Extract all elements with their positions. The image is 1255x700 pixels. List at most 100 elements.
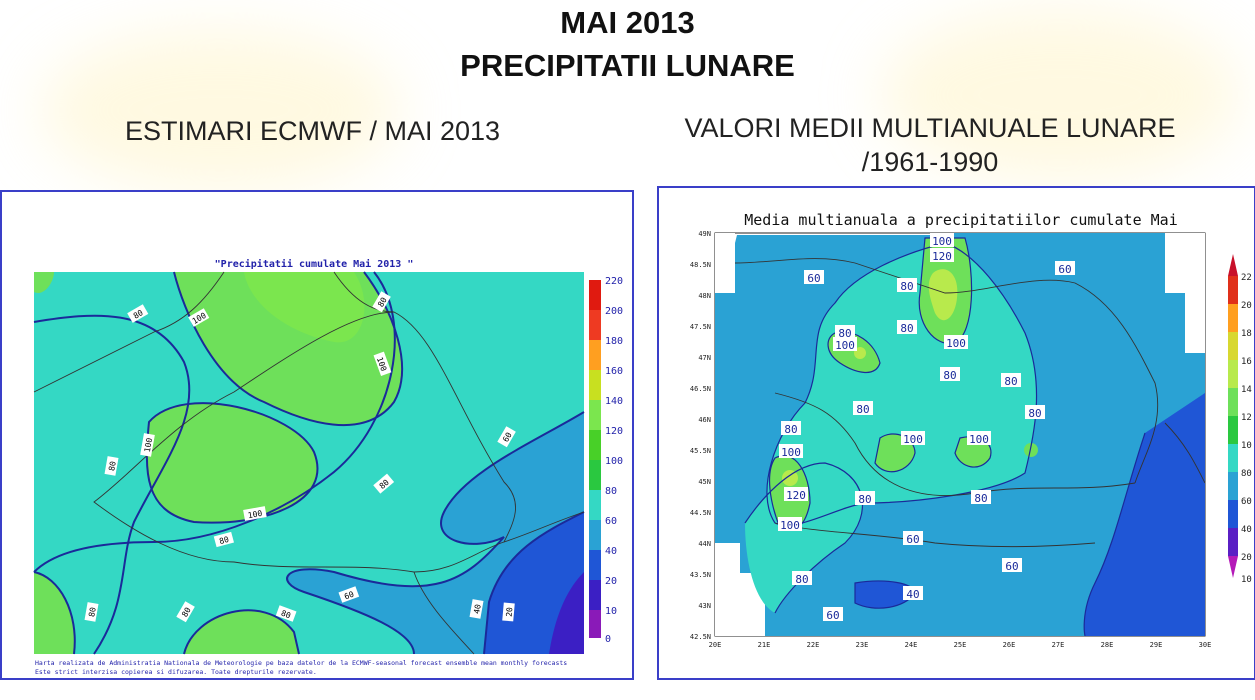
lat-tick: 43N xyxy=(698,602,711,610)
lat-tick: 44.5N xyxy=(690,509,711,517)
ecmwf-map-panel: "Precipitatii cumulate Mai 2013 " xyxy=(0,190,634,680)
page-title: MAI 2013 xyxy=(560,5,695,40)
lat-tick: 42.5N xyxy=(690,633,711,641)
climatology-map-panel: Media multianuala a precipitatiilor cumu… xyxy=(657,186,1255,680)
ecmwf-contour-label: 60 xyxy=(343,590,355,602)
lon-tick: 28E xyxy=(1101,641,1114,649)
climatology-map: Media multianuala a precipitatiilor cumu… xyxy=(690,211,1252,649)
climatology-colorbar-tick: 22 xyxy=(1241,273,1252,283)
lat-tick: 49N xyxy=(698,230,711,238)
page-subtitle: PRECIPITATII LUNARE xyxy=(460,48,795,83)
lat-tick: 46N xyxy=(698,416,711,424)
ecmwf-colorbar-tick: 20 xyxy=(605,576,617,587)
climatology-contour-label: 80 xyxy=(1004,375,1017,388)
lat-tick: 48.5N xyxy=(690,261,711,269)
climatology-contour-label: 80 xyxy=(974,492,987,505)
ecmwf-colorbar-tick: 220 xyxy=(605,276,623,287)
climatology-contour-label: 40 xyxy=(906,588,919,601)
ecmwf-contour-label: 80 xyxy=(218,535,230,546)
ecmwf-map-title: "Precipitatii cumulate Mai 2013 " xyxy=(215,258,414,270)
climatology-colorbar-tick: 60 xyxy=(1241,497,1252,507)
climatology-colorbar-tick: 16 xyxy=(1241,357,1252,367)
climatology-contour-label: 60 xyxy=(826,609,839,622)
lon-tick: 23E xyxy=(856,641,869,649)
climatology-contour-label: 60 xyxy=(906,533,919,546)
ecmwf-contour-label: 100 xyxy=(143,437,154,453)
climatology-contour-label: 100 xyxy=(946,337,966,350)
climatology-colorbar-tick: 14 xyxy=(1241,385,1252,395)
ecmwf-colorbar-tick: 200 xyxy=(605,306,623,317)
climatology-contour-label: 100 xyxy=(781,446,801,459)
climatology-contour-label: 60 xyxy=(1005,560,1018,573)
climatology-map-field: 100 120 60 80 60 80 80 100 100 80 80 80 … xyxy=(715,233,1206,637)
lat-tick: 48N xyxy=(698,292,711,300)
climatology-contour-label: 60 xyxy=(1058,263,1071,276)
lon-tick: 30E xyxy=(1199,641,1212,649)
climatology-contour-label: 80 xyxy=(795,573,808,586)
lat-tick: 45.5N xyxy=(690,447,711,455)
ecmwf-map-field: 80 100 80 100 80 60 80 100 100 80 80 60 … xyxy=(33,271,585,655)
climatology-colorbar-tick: 40 xyxy=(1241,525,1252,535)
climatology-contour-label: 80 xyxy=(856,403,869,416)
lat-tick: 47.5N xyxy=(690,323,711,331)
climatology-contour-label: 100 xyxy=(780,519,800,532)
ecmwf-contour-label: 60 xyxy=(501,431,514,444)
right-heading-line-2: /1961-1990 xyxy=(861,147,999,177)
ecmwf-contour-label: 100 xyxy=(247,509,263,520)
climatology-contour-label: 120 xyxy=(932,250,952,263)
lat-tick: 44N xyxy=(698,540,711,548)
ecmwf-colorbar-tick: 40 xyxy=(605,546,617,557)
climatology-colorbar-tick: 20 xyxy=(1241,553,1252,563)
lon-tick: 29E xyxy=(1150,641,1163,649)
lon-tick: 27E xyxy=(1052,641,1065,649)
ecmwf-colorbar-tick: 180 xyxy=(605,336,623,347)
climatology-contour-label: 80 xyxy=(838,327,851,340)
ecmwf-colorbar-tick: 60 xyxy=(605,516,617,527)
climatology-contour-label: 80 xyxy=(943,369,956,382)
climatology-colorbar-tick: 12 xyxy=(1241,413,1252,423)
climatology-contour-label: 120 xyxy=(786,489,806,502)
ecmwf-contour-label: 80 xyxy=(132,308,145,321)
ecmwf-contour-label: 80 xyxy=(180,606,193,619)
climatology-colorbar-tick: 10 xyxy=(1241,441,1252,451)
lon-tick: 25E xyxy=(954,641,967,649)
ecmwf-colorbar-tick: 100 xyxy=(605,456,623,467)
lon-tick: 24E xyxy=(905,641,918,649)
climatology-contour-label: 80 xyxy=(900,322,913,335)
ecmwf-colorbar-tick: 140 xyxy=(605,396,623,407)
ecmwf-colorbar-tick: 120 xyxy=(605,426,623,437)
lat-tick: 46.5N xyxy=(690,385,711,393)
climatology-colorbar: 22 20 18 16 14 12 10 80 60 40 20 10 xyxy=(1228,254,1252,585)
ecmwf-colorbar-tick: 80 xyxy=(605,486,617,497)
ecmwf-contour-label: 80 xyxy=(280,609,292,621)
climatology-contour-label: 80 xyxy=(900,280,913,293)
ecmwf-colorbar-tick: 10 xyxy=(605,606,617,617)
ecmwf-contour-label: 20 xyxy=(505,607,515,618)
right-heading-line-1: VALORI MEDII MULTIANUALE LUNARE xyxy=(684,113,1176,143)
ecmwf-contour-label: 80 xyxy=(87,606,98,617)
climatology-contour-label: 100 xyxy=(835,339,855,352)
ecmwf-colorbar: 220 200 180 160 140 120 100 80 60 40 20 … xyxy=(589,276,623,645)
ecmwf-colorbar-tick: 160 xyxy=(605,366,623,377)
climatology-contour-label: 100 xyxy=(903,433,923,446)
lon-tick: 22E xyxy=(807,641,820,649)
climatology-contour-label: 80 xyxy=(1028,407,1041,420)
lat-tick: 47N xyxy=(698,354,711,362)
lat-tick: 43.5N xyxy=(690,571,711,579)
ecmwf-colorbar-tick: 0 xyxy=(605,634,611,645)
ecmwf-contour-label: 80 xyxy=(376,296,389,309)
ecmwf-footer-line-1: Harta realizata de Administratia Nationa… xyxy=(35,659,567,667)
climatology-contour-label: 100 xyxy=(969,433,989,446)
climatology-colorbar-tick: 18 xyxy=(1241,329,1252,339)
ecmwf-contour-label: 40 xyxy=(472,603,483,614)
climatology-contour-label: 100 xyxy=(932,235,952,248)
climatology-contour-label: 80 xyxy=(858,493,871,506)
climatology-colorbar-tick: 20 xyxy=(1241,301,1252,311)
ecmwf-contour-label: 80 xyxy=(107,460,118,471)
lon-tick: 21E xyxy=(758,641,771,649)
ecmwf-footer-line-2: Este strict interzisa copierea si difuza… xyxy=(35,668,317,676)
climatology-colorbar-tick: 80 xyxy=(1241,469,1252,479)
left-heading: ESTIMARI ECMWF / MAI 2013 xyxy=(124,116,501,146)
lon-tick: 26E xyxy=(1003,641,1016,649)
lon-tick: 20E xyxy=(709,641,722,649)
